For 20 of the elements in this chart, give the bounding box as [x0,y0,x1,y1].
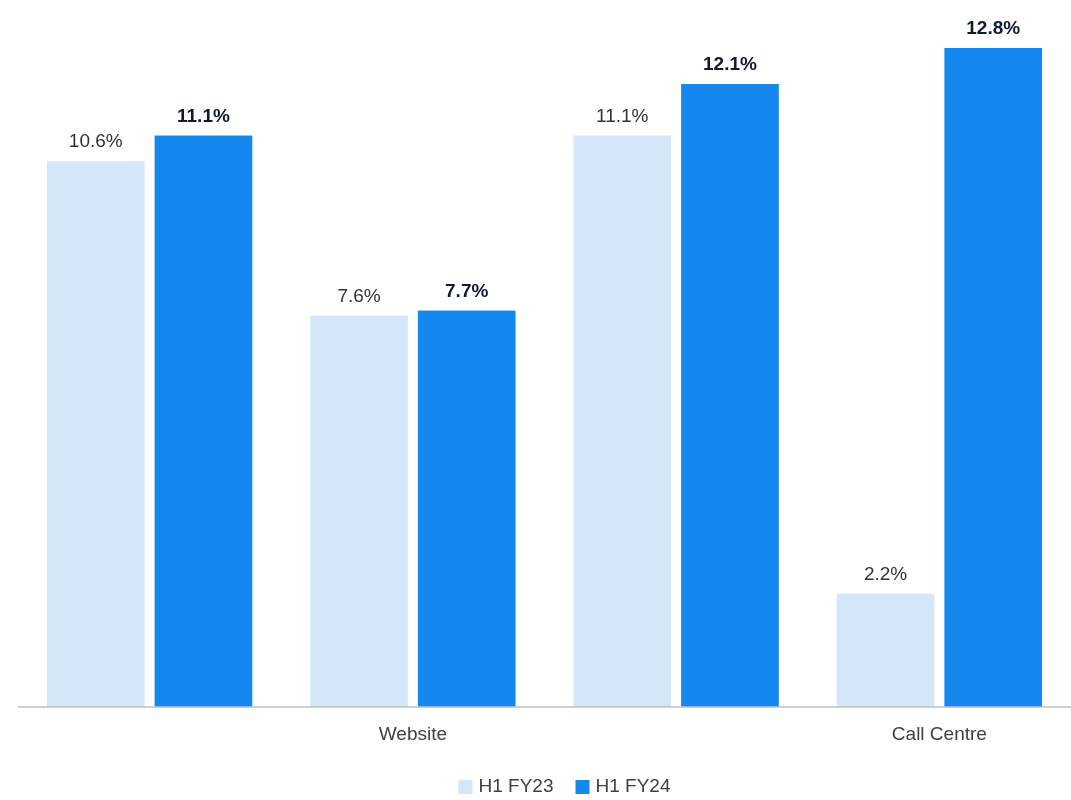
data-label: 11.1% [596,104,649,126]
x-tick-label: Call Centre [891,723,987,745]
data-label: 11.1% [177,104,230,126]
data-label: 10.6% [68,130,123,152]
bar [573,135,672,707]
data-label: 12.1% [703,53,757,75]
bar [310,315,408,707]
bar [681,84,779,707]
bar [46,161,145,707]
data-label: 2.2% [863,562,908,584]
bar [154,135,253,707]
data-label: 7.7% [445,279,489,301]
bar [836,593,935,707]
bar [417,310,516,707]
data-label: 12.8% [966,17,1021,38]
x-tick-label: Website [378,723,448,745]
legend-label: H1 FY24 [595,775,671,796]
legend-label: H1 FY23 [478,775,554,796]
bar [944,48,1043,707]
data-label: 7.6% [337,284,381,306]
